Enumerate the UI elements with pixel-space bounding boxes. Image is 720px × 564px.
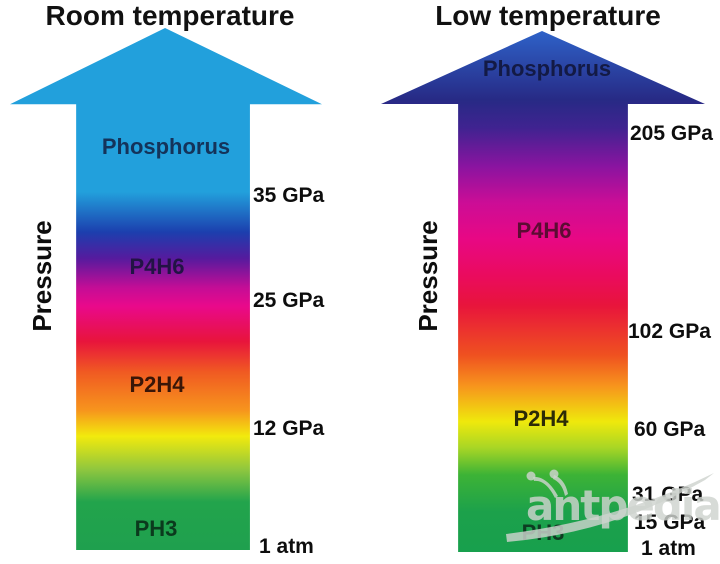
left-phase-phosphorus: Phosphorus [101, 134, 231, 159]
left-mark-12gpa: 12 GPa [253, 417, 325, 440]
right-title: Low temperature [435, 0, 661, 31]
left-phase-ph3: PH3 [134, 516, 178, 541]
right-mark-15gpa: 15 GPa [634, 511, 706, 534]
left-phase-p2h4: P2H4 [129, 372, 185, 397]
watermark-swoosh [506, 473, 714, 542]
left-mark-35gpa: 35 GPa [253, 184, 325, 207]
left-phase-p4h6: P4H6 [129, 254, 185, 279]
left-mark-1atm: 1 atm [259, 535, 314, 558]
watermark-antenna-dot-left [526, 471, 536, 481]
right-mark-1atm: 1 atm [641, 537, 696, 560]
right-pressure-axis-label: Pressure [413, 220, 443, 332]
antpedia-watermark: antpedia [506, 469, 720, 542]
left-mark-25gpa: 25 GPa [253, 289, 325, 312]
right-mark-102gpa: 102 GPa [628, 320, 711, 343]
watermark-antenna-left [533, 476, 558, 498]
watermark-antenna-right [553, 475, 568, 496]
right-mark-60gpa: 60 GPa [634, 418, 706, 441]
left-pressure-axis-label: Pressure [27, 220, 57, 332]
right-phase-p2h4: P2H4 [513, 406, 569, 431]
watermark-text: antpedia [526, 481, 720, 530]
watermark-antenna-dot-right [549, 469, 559, 479]
right-phase-p4h6: P4H6 [516, 218, 572, 243]
right-mark-205gpa: 205 GPa [630, 122, 713, 145]
right-phase-phosphorus: Phosphorus [482, 56, 612, 81]
left-title: Room temperature [45, 0, 295, 31]
